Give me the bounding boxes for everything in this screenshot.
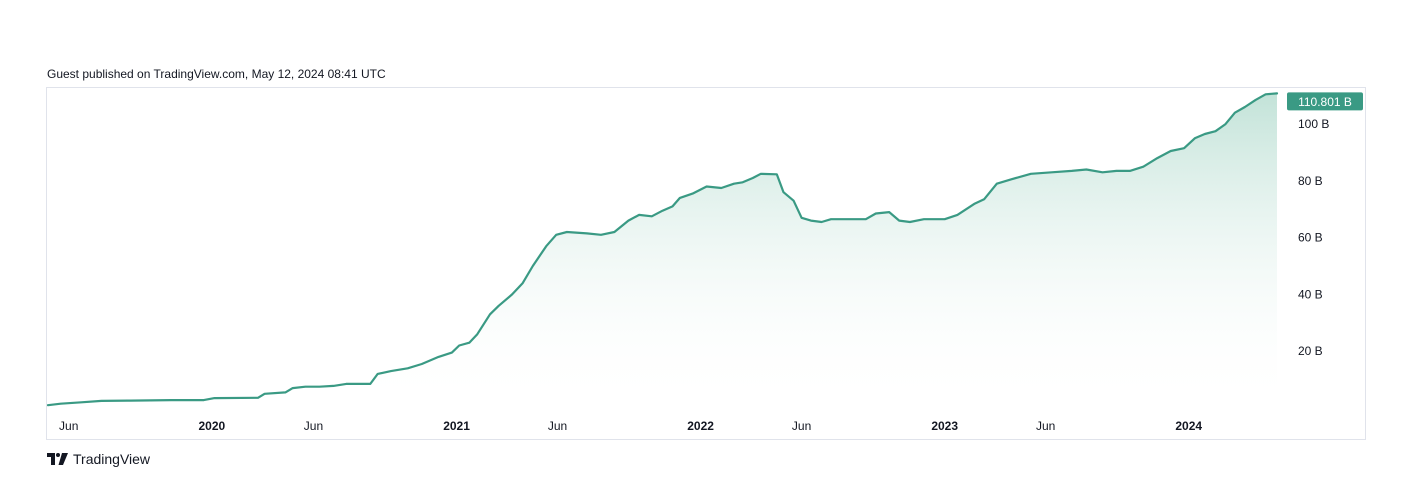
series-line	[47, 92, 1279, 407]
publish-note: Guest published on TradingView.com, May …	[47, 67, 386, 81]
line-layer	[47, 92, 1279, 407]
last-value-badge	[1287, 92, 1363, 111]
x-tick-label: Jun	[1036, 419, 1055, 433]
x-tick-label: Jun	[548, 419, 567, 433]
last-value-label: 110.801 B	[1298, 95, 1352, 109]
x-tick-label: 2024	[1175, 419, 1202, 433]
y-tick-label: 60 B	[1298, 231, 1323, 245]
x-tick-label: 2021	[443, 419, 470, 433]
x-tick-label: 2022	[687, 419, 714, 433]
x-tick-label: Jun	[792, 419, 811, 433]
chart-frame[interactable]: 20 B 40 B 60 B 80 B 100 B Jun 2020 Jun 2021 Jun 2…	[46, 87, 1366, 440]
tradingview-brand[interactable]: TradingView	[47, 451, 150, 467]
x-tick-label: Jun	[59, 419, 78, 433]
chart-svg[interactable]: 20 B 40 B 60 B 80 B 100 B Jun 2020 Jun 2021 Jun 2…	[47, 88, 1367, 441]
x-axis[interactable]: Jun 2020 Jun 2021 Jun 2022 Jun 2023 Jun 2024	[59, 419, 1202, 433]
x-tick-label: Jun	[304, 419, 323, 433]
y-tick-label: 80 B	[1298, 174, 1323, 188]
y-tick-label: 40 B	[1298, 287, 1323, 301]
tradingview-brand-label: TradingView	[73, 451, 151, 467]
last-value-badge-group: 110.801 B	[1287, 92, 1363, 111]
area-fill	[48, 93, 1277, 409]
y-axis[interactable]: 20 B 40 B 60 B 80 B 100 B	[1298, 117, 1329, 358]
y-tick-label: 100 B	[1298, 117, 1329, 131]
tradingview-logo-icon	[47, 453, 68, 465]
area-layer	[48, 93, 1277, 409]
x-tick-label: 2023	[931, 419, 958, 433]
y-tick-label: 20 B	[1298, 344, 1323, 358]
x-tick-label: 2020	[198, 419, 225, 433]
